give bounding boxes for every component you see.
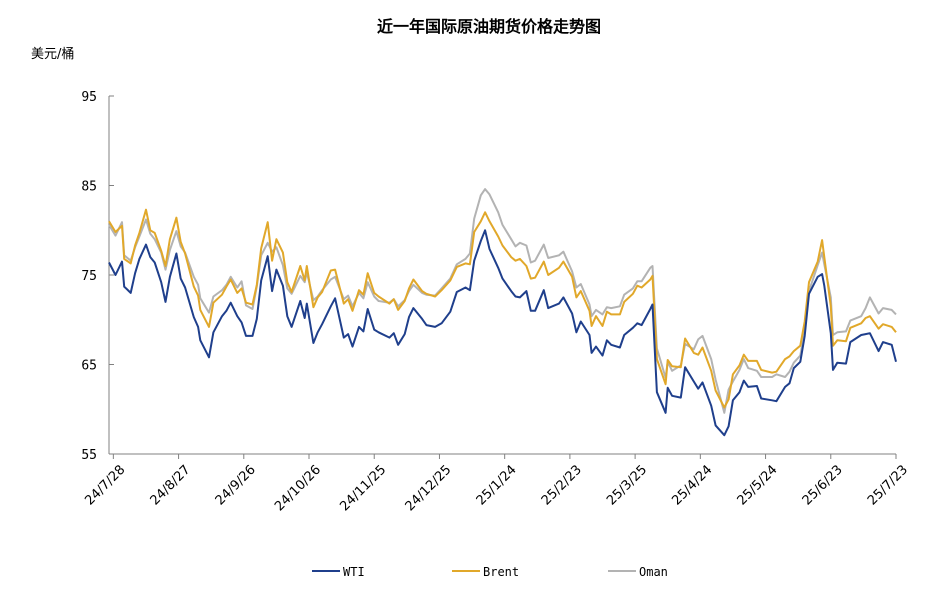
x-tick-label: 25/2/23 <box>539 462 585 508</box>
x-tick-label: 25/6/23 <box>800 462 846 508</box>
x-tick-label: 24/12/25 <box>403 462 455 514</box>
series-line-oman <box>108 188 897 414</box>
series-line-wti <box>108 229 897 437</box>
y-tick-label: 85 <box>81 180 97 195</box>
y-tick-label: 95 <box>81 90 97 105</box>
legend-label-wti: WTI <box>343 565 365 579</box>
legend-label-brent: Brent <box>483 565 519 579</box>
chart-title: 近一年国际原油期货价格走势图 <box>377 17 601 36</box>
x-tick-label: 25/1/24 <box>474 462 520 508</box>
x-tick-label: 25/3/25 <box>604 462 650 508</box>
x-tick-label: 25/4/24 <box>669 462 715 508</box>
y-axis-unit: 美元/桶 <box>31 47 74 62</box>
x-tick-label: 24/11/25 <box>337 462 389 514</box>
x-tick-label: 24/9/26 <box>213 462 259 508</box>
x-tick-label: 25/7/23 <box>865 462 911 508</box>
y-tick-label: 75 <box>81 269 97 284</box>
x-tick-label: 24/10/26 <box>272 462 324 514</box>
legend: WTI Brent Oman <box>312 565 668 579</box>
y-tick-label: 65 <box>81 359 97 374</box>
y-tick-label: 55 <box>81 448 97 463</box>
series-lines <box>108 188 897 437</box>
series-line-brent <box>108 208 897 409</box>
x-tick-label: 24/8/27 <box>148 462 194 508</box>
x-tick-label: 25/5/24 <box>735 462 781 508</box>
legend-label-oman: Oman <box>639 565 668 579</box>
x-tick-label: 24/7/28 <box>82 462 128 508</box>
